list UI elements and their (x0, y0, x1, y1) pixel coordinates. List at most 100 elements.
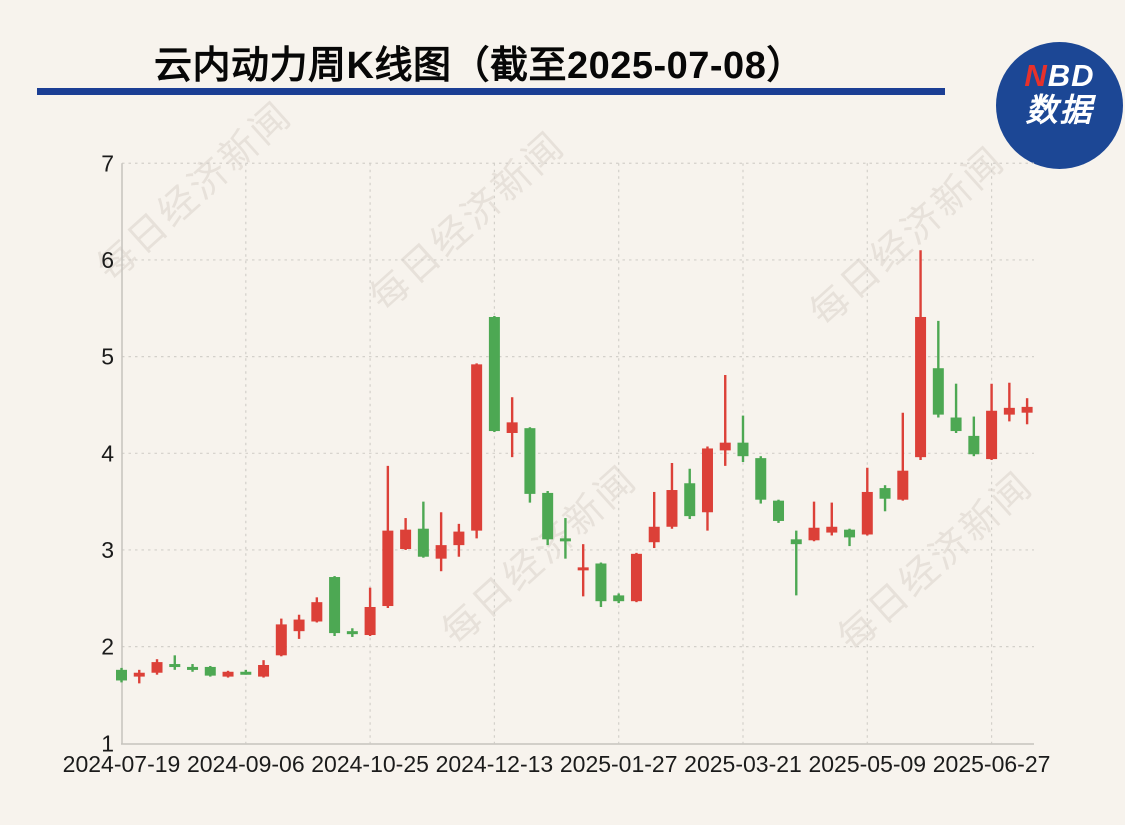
x-tick-label-2025-05-09: 2025-05-09 (808, 751, 926, 777)
candle-2024-10-18 (346, 628, 358, 637)
candle-body (826, 526, 838, 533)
x-tick-label-2025-03-21: 2025-03-21 (684, 751, 802, 777)
candle-body (222, 671, 234, 677)
candle-body (559, 538, 571, 542)
candle-2025-07-04 (1003, 382, 1015, 422)
candle-2025-07-08 (1021, 398, 1033, 425)
nbd-logo-bd: BD (1047, 58, 1095, 93)
candle-2024-12-20 (506, 397, 518, 458)
candle-body (915, 316, 927, 458)
candle-2024-08-09 (169, 655, 181, 670)
candle-body (737, 442, 749, 457)
candle-body (986, 410, 998, 460)
nbd-logo-n: N (1024, 58, 1048, 93)
candle-2025-04-25 (826, 502, 838, 536)
candle-2025-04-03 (773, 499, 785, 523)
candle-2024-11-15 (417, 501, 429, 558)
candle-2025-04-18 (808, 501, 820, 542)
candle-2024-08-02 (151, 659, 163, 675)
candle-2025-03-21 (737, 415, 749, 462)
nbd-logo-subtitle: 数据 (1025, 92, 1094, 128)
candle-2025-06-06 (932, 320, 944, 418)
candle-body (542, 492, 554, 540)
candle-body (187, 666, 199, 670)
candle-2024-07-26 (133, 669, 145, 684)
y-tick-label-1: 1 (101, 730, 114, 756)
candle-2025-05-23 (897, 412, 909, 501)
candle-2024-12-13 (488, 316, 500, 433)
candle-2025-02-07 (630, 552, 642, 603)
candle-2025-05-30 (915, 250, 927, 461)
candle-2024-10-11 (329, 576, 341, 636)
candle-2025-04-11 (790, 530, 802, 596)
candle-body (293, 619, 305, 632)
x-tick-label-2025-06-27: 2025-06-27 (933, 751, 1051, 777)
candle-2025-01-24 (595, 562, 607, 607)
y-tick-label-3: 3 (101, 537, 114, 563)
candle-body (932, 368, 944, 415)
candle-body (577, 567, 589, 571)
candle-body (329, 577, 341, 634)
nbd-logo: NBD 数据 (996, 42, 1123, 169)
x-tick-label-2024-12-13: 2024-12-13 (436, 751, 554, 777)
candle-2025-06-27 (986, 383, 998, 461)
candle-2024-12-27 (524, 427, 536, 503)
candle-2025-02-28 (684, 468, 696, 520)
y-tick-label-4: 4 (101, 440, 114, 466)
candle-2025-04-30 (844, 528, 856, 547)
candle-body (382, 530, 394, 607)
x-tick-label-2025-01-27: 2025-01-27 (560, 751, 678, 777)
watermark-text: 每日经济新闻 (435, 458, 646, 654)
candle-body (204, 666, 216, 676)
candle-body (950, 417, 962, 432)
candle-2024-07-19 (116, 667, 127, 683)
candle-body (861, 491, 873, 535)
candle-body (1003, 407, 1015, 415)
candle-2025-06-20 (968, 416, 980, 457)
candle-2024-09-27 (293, 614, 305, 639)
candle-2024-11-08 (400, 518, 412, 550)
y-tick-label-6: 6 (101, 247, 114, 273)
candle-body (275, 624, 287, 656)
candle-body (897, 470, 909, 500)
watermark-text: 每日经济新闻 (803, 139, 1014, 335)
candle-body (630, 553, 642, 602)
candle-body (488, 316, 500, 432)
candle-body (648, 526, 660, 543)
candle-2024-09-30 (311, 597, 323, 623)
candle-body (400, 529, 412, 549)
candle-body (755, 458, 767, 500)
y-tick-label-5: 5 (101, 344, 114, 370)
candle-body (701, 448, 713, 513)
candle-2025-01-10 (559, 518, 571, 559)
candle-body (417, 528, 429, 557)
candle-2025-05-09 (861, 467, 873, 536)
candle-body (524, 428, 536, 494)
candle-2025-02-21 (666, 462, 678, 529)
candle-body (133, 672, 145, 677)
candle-body (595, 563, 607, 602)
title-underline (37, 88, 945, 95)
candle-2025-03-28 (755, 456, 767, 504)
candle-body (364, 606, 376, 636)
candle-2025-05-16 (879, 485, 891, 512)
candle-2025-01-03 (542, 490, 554, 546)
candle-body (116, 669, 127, 681)
candle-body (879, 488, 891, 499)
candle-2024-11-22 (435, 512, 447, 572)
x-tick-label-2024-07-19: 2024-07-19 (63, 751, 181, 777)
candle-2024-12-06 (471, 363, 483, 539)
candle-body (844, 529, 856, 538)
candle-body (346, 631, 358, 635)
candle-body (773, 500, 785, 521)
candle-2024-10-25 (364, 587, 376, 636)
chart-title: 云内动力周K线图（截至2025-07-08） (154, 45, 805, 87)
candle-2025-03-14 (719, 374, 731, 466)
x-tick-label-2024-09-06: 2024-09-06 (187, 751, 305, 777)
candle-body (151, 662, 163, 673)
candle-2025-01-27 (613, 593, 625, 604)
candle-2024-08-30 (222, 670, 234, 678)
candle-2024-09-06 (240, 669, 252, 675)
